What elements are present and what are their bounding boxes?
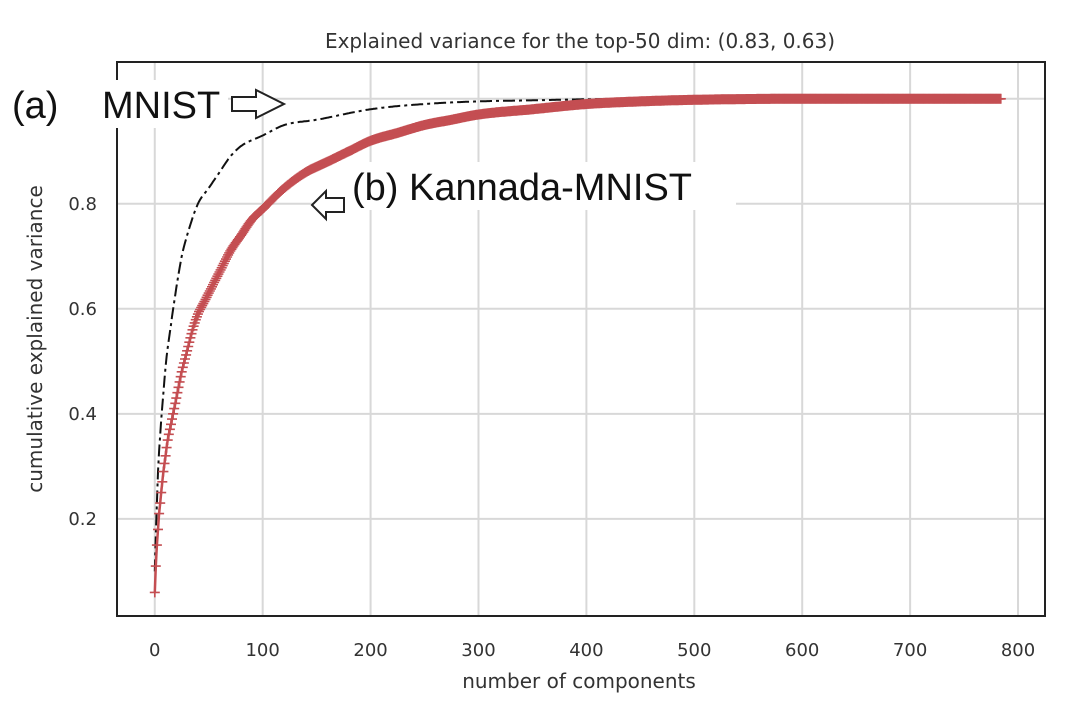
data-point-marker <box>150 561 161 572</box>
data-point-marker <box>176 366 187 377</box>
data-point-marker <box>162 435 173 446</box>
data-point-marker <box>155 498 166 509</box>
series-layer <box>149 93 1006 598</box>
tick-labels: 0 100 200 300 400 500 600 700 800 0.2 0.4 0.6 0.8 <box>68 194 1035 661</box>
x-tick-label: 600 <box>785 640 819 661</box>
series-kannada-mnist <box>149 93 1006 598</box>
data-point-marker <box>153 524 163 535</box>
x-tick-label: 0 <box>149 640 160 661</box>
mnist-label-backdrop <box>100 80 228 128</box>
data-point-marker <box>177 362 188 373</box>
x-tick-label: 100 <box>245 640 279 661</box>
data-point-marker <box>209 277 220 288</box>
data-point-marker <box>202 290 213 301</box>
y-tick-label: 0.4 <box>68 404 97 425</box>
data-point-marker <box>200 294 211 305</box>
data-point-marker <box>182 345 193 356</box>
data-point-marker <box>173 382 184 393</box>
data-point-marker <box>170 398 181 409</box>
data-point-marker <box>213 269 224 280</box>
data-point-marker <box>995 93 1006 104</box>
data-point-marker <box>164 424 175 435</box>
data-point-marker <box>157 476 168 487</box>
data-point-marker <box>167 414 177 425</box>
mnist-arrow-icon <box>231 88 287 120</box>
data-point-marker <box>216 262 227 273</box>
data-point-marker <box>221 254 231 265</box>
data-point-marker <box>172 387 183 398</box>
data-point-marker <box>204 286 215 296</box>
chart-title: Explained variance for the top-50 dim: (… <box>325 29 835 53</box>
x-tick-label: 500 <box>677 640 711 661</box>
data-point-marker <box>168 408 179 419</box>
data-point-marker <box>169 403 180 414</box>
annotation-a: (a) <box>12 85 58 127</box>
data-point-marker <box>171 393 182 404</box>
data-point-marker <box>151 540 162 551</box>
data-point-marker <box>218 258 229 269</box>
data-point-marker <box>214 267 225 277</box>
x-tick-label: 400 <box>569 640 603 661</box>
x-tick-label: 300 <box>461 640 495 661</box>
data-point-marker <box>156 487 167 498</box>
data-point-marker <box>205 283 216 294</box>
data-point-marker <box>211 273 222 284</box>
data-point-marker <box>159 458 170 469</box>
data-point-marker <box>217 260 228 271</box>
data-point-marker <box>183 341 194 352</box>
data-point-marker <box>219 256 230 267</box>
data-point-marker <box>166 419 176 430</box>
data-point-marker <box>199 296 210 307</box>
data-point-marker <box>203 288 214 299</box>
y-axis-label: cumulative explained variance <box>23 185 47 493</box>
annotation-mnist: MNIST <box>102 85 220 127</box>
y-tick-label: 0.2 <box>68 509 97 530</box>
data-point-marker <box>163 429 174 440</box>
annotation-kannada: (b) Kannada-MNIST <box>352 167 692 209</box>
data-point-marker <box>212 271 223 282</box>
y-tick-label: 0.6 <box>68 299 97 320</box>
data-point-marker <box>175 371 186 382</box>
plot-frame <box>116 61 1046 617</box>
data-point-marker <box>215 264 226 275</box>
data-point-marker <box>184 337 195 348</box>
data-point-marker <box>210 275 221 286</box>
data-point-marker <box>208 279 218 290</box>
y-tick-label: 0.8 <box>68 194 97 215</box>
data-point-marker <box>174 376 185 387</box>
data-point-marker <box>158 466 169 477</box>
data-point-marker <box>192 309 203 320</box>
data-point-marker <box>160 450 171 461</box>
x-tick-label: 700 <box>893 640 927 661</box>
x-tick-label: 200 <box>353 640 387 661</box>
data-point-marker <box>149 587 160 598</box>
grid-lines <box>117 62 1045 616</box>
kannada-label-backdrop <box>344 162 736 210</box>
x-tick-label: 800 <box>1001 640 1035 661</box>
kannada-arrow-icon <box>310 188 345 222</box>
data-point-marker <box>198 298 209 309</box>
data-point-marker <box>161 442 172 453</box>
data-point-marker <box>201 292 212 303</box>
x-axis-label: number of components <box>462 669 696 693</box>
data-point-marker <box>154 508 165 519</box>
data-point-marker <box>207 281 217 292</box>
